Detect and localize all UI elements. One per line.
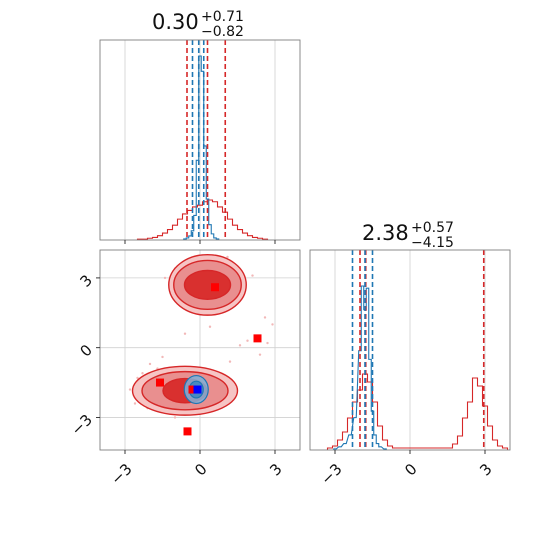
scatter-point xyxy=(136,376,139,380)
red-histogram xyxy=(326,373,509,450)
scatter-point xyxy=(271,323,274,326)
y-tick-label: −3 xyxy=(68,411,96,439)
scatter-point xyxy=(128,388,132,391)
red-marker xyxy=(188,385,197,394)
title-median: 0.30 xyxy=(152,10,199,34)
scatter-point xyxy=(133,402,137,405)
x-tick-label: 3 xyxy=(266,460,285,479)
title-lower-error: −0.82 xyxy=(201,24,244,40)
red-contour xyxy=(183,269,232,301)
scatter-point xyxy=(148,362,152,366)
panel-top-left: 0.30 +0.71 −0.82 xyxy=(99,9,301,244)
panel-bottom-right: −3 0 3 2.38 +0.57 −4.15 xyxy=(309,220,511,488)
x-tick-label: 0 xyxy=(191,460,210,479)
x-tick-label: 3 xyxy=(476,460,495,479)
red-marker xyxy=(183,427,192,436)
red-marker xyxy=(156,378,164,387)
scatter-point xyxy=(163,276,167,280)
red-histogram xyxy=(136,199,269,240)
red-marker xyxy=(211,283,219,292)
blue-histogram xyxy=(183,55,220,240)
scatter-point xyxy=(266,341,269,345)
scatter-point xyxy=(208,325,212,328)
x-tick-label: 0 xyxy=(401,460,420,479)
scatter-point xyxy=(258,353,262,356)
x-tick-label: −3 xyxy=(107,460,135,488)
scatter-point xyxy=(251,274,254,277)
scatter-point xyxy=(226,255,229,259)
scatter-point xyxy=(141,372,144,375)
title-lower-error: −4.15 xyxy=(411,235,454,251)
y-tick-label: 3 xyxy=(77,271,96,290)
scatter-point xyxy=(183,332,187,335)
title-upper-error: +0.57 xyxy=(411,220,454,236)
red-marker xyxy=(253,334,262,343)
scatter-point xyxy=(173,416,177,419)
blue-marker xyxy=(193,385,202,394)
scatter-point xyxy=(263,316,267,319)
title-upper-error: +0.71 xyxy=(201,9,244,25)
x-tick-label: −3 xyxy=(317,460,345,488)
scatter-point xyxy=(228,360,232,363)
y-tick-label: 0 xyxy=(77,341,96,360)
scatter-point xyxy=(246,339,249,342)
panel-bottom-left: −3 −3 0 0 3 3 xyxy=(68,249,301,488)
title-median: 2.38 xyxy=(362,221,409,245)
scatter-point xyxy=(238,344,242,347)
scatter-point xyxy=(161,355,164,359)
